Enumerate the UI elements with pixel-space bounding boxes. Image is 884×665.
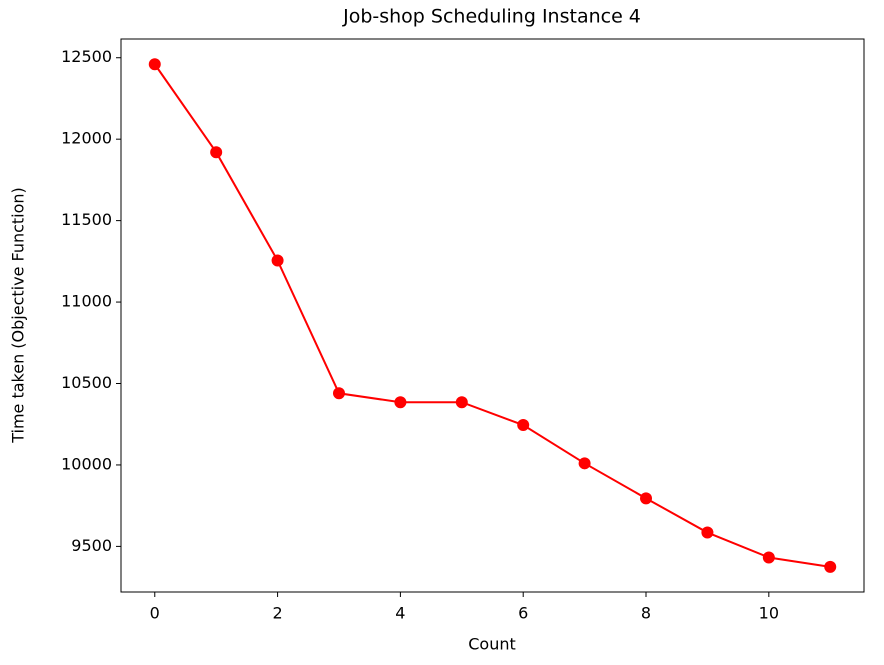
x-tick-label: 4: [395, 604, 405, 623]
x-tick-label: 6: [518, 604, 528, 623]
y-tick-label: 12500: [61, 47, 112, 66]
x-tick-label: 8: [641, 604, 651, 623]
x-axis-label: Count: [468, 635, 516, 654]
marker: [332, 387, 345, 400]
y-axis-label: Time taken (Objective Function): [9, 187, 28, 444]
marker: [578, 457, 591, 470]
marker: [210, 146, 223, 159]
x-tick-label: 10: [759, 604, 779, 623]
y-tick-label: 10500: [61, 373, 112, 392]
y-tick-label: 12000: [61, 129, 112, 148]
marker: [701, 526, 714, 539]
marker: [517, 419, 530, 432]
marker: [824, 560, 837, 573]
x-tick-label: 0: [150, 604, 160, 623]
y-tick-label: 11500: [61, 210, 112, 229]
y-tick-label: 10000: [61, 454, 112, 473]
marker: [394, 396, 407, 409]
marker: [762, 551, 775, 564]
y-tick-label: 11000: [61, 292, 112, 311]
marker: [455, 396, 468, 409]
marker: [271, 254, 284, 267]
axes-frame: [120, 38, 865, 593]
marker: [148, 58, 161, 71]
x-tick-label: 2: [272, 604, 282, 623]
marker: [640, 492, 653, 505]
line: [153, 63, 831, 568]
y-tick-label: 9500: [71, 536, 112, 555]
chart-title: Job-shop Scheduling Instance 4: [342, 6, 641, 28]
